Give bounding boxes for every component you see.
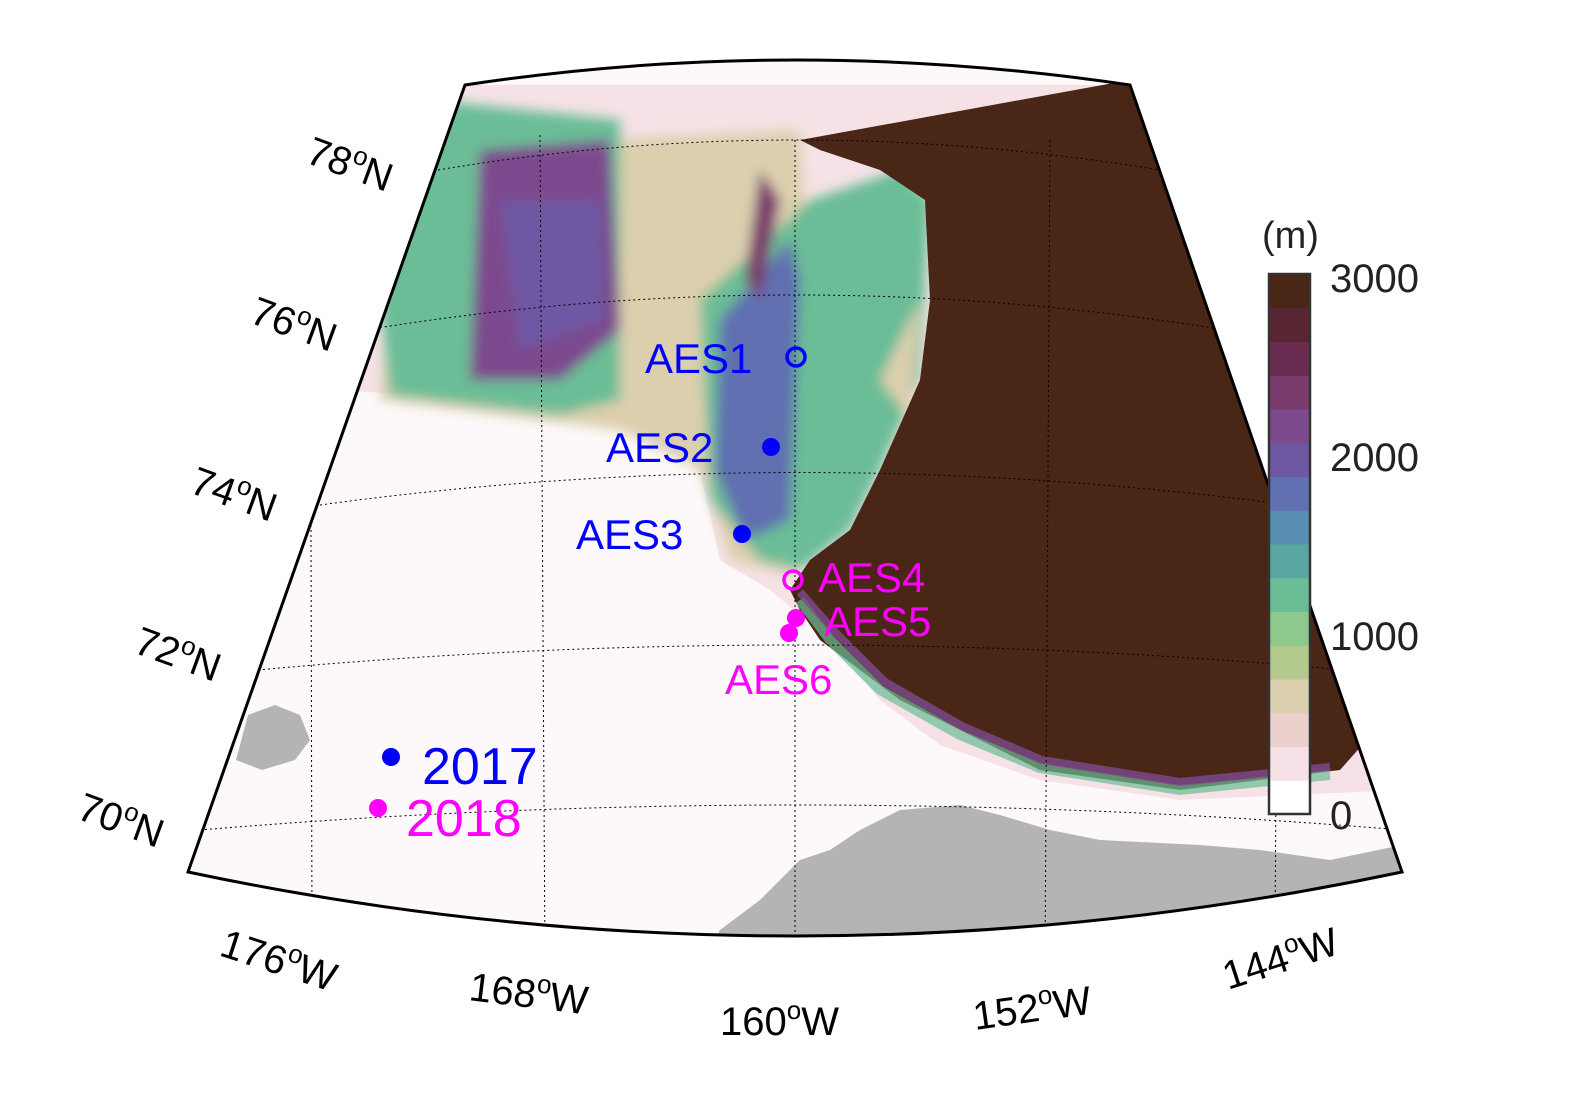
colorbar-band xyxy=(1269,510,1310,545)
colorbar-band xyxy=(1269,645,1310,680)
deep-basin xyxy=(790,80,1402,790)
label-aes3: AES3 xyxy=(576,511,683,558)
label-aes2: AES2 xyxy=(606,424,713,471)
lat-label-74: 74oN xyxy=(185,454,284,530)
colorbar-band xyxy=(1269,409,1310,444)
lon-label-160: 160oW xyxy=(720,995,839,1044)
marker-aes1 xyxy=(785,346,807,368)
lat-label-78: 78oN xyxy=(301,124,400,200)
year-legend: 2017 2018 xyxy=(369,738,538,848)
mooring-markers xyxy=(733,346,807,642)
colorbar-band xyxy=(1269,712,1310,747)
legend-label-2018: 2018 xyxy=(406,790,522,848)
colorbar-tick-1000: 1000 xyxy=(1330,615,1419,659)
colorbar-band xyxy=(1269,611,1310,646)
label-aes5: AES5 xyxy=(824,598,931,645)
colorbar-band xyxy=(1269,577,1310,612)
label-aes4: AES4 xyxy=(818,554,925,601)
wrangel-island xyxy=(236,705,310,770)
legend-marker-2018 xyxy=(369,799,387,817)
colorbar-bands xyxy=(1269,274,1310,815)
map-frame xyxy=(186,58,1404,938)
marker-aes5 xyxy=(787,609,805,627)
colorbar-band xyxy=(1269,307,1310,342)
label-aes1: AES1 xyxy=(645,335,752,382)
colorbar-tick-2000: 2000 xyxy=(1330,436,1419,480)
legend-marker-2017 xyxy=(382,748,400,766)
label-aes6: AES6 xyxy=(725,656,832,703)
colorbar-tick-0: 0 xyxy=(1330,794,1352,838)
colorbar-band xyxy=(1269,476,1310,511)
colorbar-tick-3000: 3000 xyxy=(1330,257,1419,301)
colorbar-band xyxy=(1269,341,1310,376)
colorbar: (m) 3000 2000 1000 0 xyxy=(1262,215,1419,838)
colorbar-band xyxy=(1269,746,1310,781)
lon-label-168: 168oW xyxy=(467,960,591,1023)
colorbar-frame xyxy=(1267,272,1312,816)
colorbar-band xyxy=(1269,274,1310,309)
colorbar-band xyxy=(1269,679,1310,714)
mooring-labels: AES1 AES2 AES3 AES4 AES5 AES6 xyxy=(576,335,931,703)
colorbar-band xyxy=(1269,375,1310,410)
colorbar-unit: (m) xyxy=(1262,215,1319,257)
lon-label-176: 176oW xyxy=(215,917,344,1000)
lon-label-152: 152oW xyxy=(969,974,1094,1039)
colorbar-band xyxy=(1269,544,1310,579)
marker-aes2 xyxy=(762,438,780,456)
lat-label-76: 76oN xyxy=(245,284,344,360)
legend-label-2017: 2017 xyxy=(422,738,538,796)
lon-label-144: 144oW xyxy=(1216,915,1345,998)
marker-aes3 xyxy=(733,525,751,543)
lat-label-70: 70oN xyxy=(72,780,171,856)
colorbar-band xyxy=(1269,442,1310,477)
alaska-coast xyxy=(700,805,1402,936)
marker-aes4 xyxy=(782,569,804,591)
colorbar-band xyxy=(1269,780,1310,815)
lat-label-72: 72oN xyxy=(129,614,228,690)
marker-aes6 xyxy=(780,624,798,642)
